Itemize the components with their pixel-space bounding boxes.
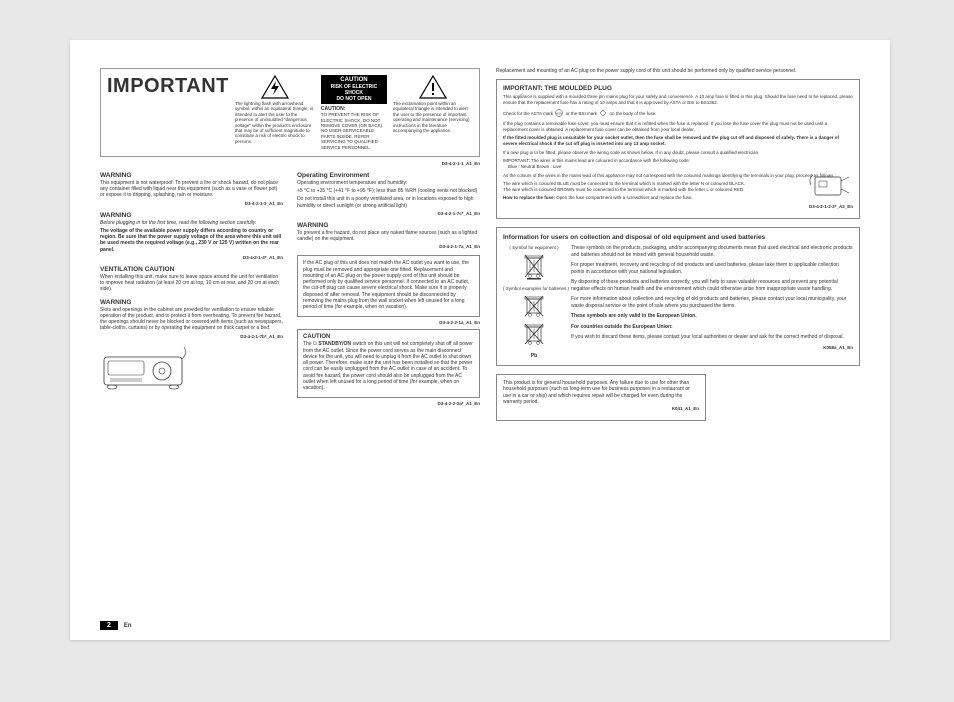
refcode: D3-4-2-1-7a_A1_En xyxy=(297,244,480,249)
exclaim-triangle-desc: The exclamation point within an equilate… xyxy=(393,101,473,133)
disposal-text: These symbols are only valid in the Euro… xyxy=(571,313,853,320)
warning-heading: WARNING xyxy=(297,222,480,229)
refcode: D3-4-2-1-7c*_A1_En xyxy=(297,211,480,216)
disposal-text: By disposing of these products and batte… xyxy=(571,279,853,292)
operating-env-text: Do not install this unit in a poorly ven… xyxy=(297,196,480,209)
moulded-text: IMPORTANT: The wires in this mains lead … xyxy=(503,158,853,169)
standby-caution-box: CAUTION The ⏻ STANDBY/ON The ⏻ STANDBY/O… xyxy=(297,329,480,398)
language-label: En xyxy=(124,623,132,629)
caution-body: TO PREVENT THE RISK OF ELECTRIC SHOCK, D… xyxy=(321,112,387,150)
exclaim-triangle-icon xyxy=(419,75,447,99)
page-number: 2 xyxy=(100,621,118,630)
disposal-text: These symbols on the products, packaging… xyxy=(571,245,853,258)
moulded-text: Check for the ASTA mark ASA or the BSI m… xyxy=(503,109,853,119)
ventilation-heading: VENTILATION CAUTION xyxy=(100,266,283,273)
disposal-icons-column: ( Symbol for equipment ) ( Symbol exampl… xyxy=(503,245,565,359)
warning-heading: WARNING xyxy=(100,212,283,219)
bsi-mark-icon xyxy=(598,109,608,119)
refcode: D3-4-2-2-2a*_A1_En xyxy=(297,401,480,406)
weee-bin-pb-icon xyxy=(522,321,546,351)
refcode: K041_A1_En xyxy=(503,406,699,411)
shock-triangle-icon xyxy=(261,75,289,99)
page-footer: 2 En xyxy=(100,621,132,630)
warning-text: To prevent a fire hazard, do not place a… xyxy=(297,230,480,243)
caution-heading: CAUTION xyxy=(303,334,474,340)
left-column: IMPORTANT The lightning flash with arrow… xyxy=(100,68,480,421)
ac-plug-box: If the AC plug of this unit does not mat… xyxy=(297,255,480,317)
moulded-text: If a new plug is to be fitted, please ob… xyxy=(503,150,853,156)
moulded-text: As the colours of the wires in the mains… xyxy=(503,173,853,179)
disposal-text: For countries outside the European Union… xyxy=(571,324,853,331)
shock-triangle-desc: The lightning flash with arrowhead symbo… xyxy=(235,101,315,144)
operating-env-text: Operating environment temperature and hu… xyxy=(297,180,480,186)
disposal-heading: Information for users on collection and … xyxy=(503,234,853,241)
moulded-text: If the plug contains a removable fuse co… xyxy=(503,121,853,132)
page-title: IMPORTANT xyxy=(107,75,229,98)
receiver-illustration-icon xyxy=(100,345,283,396)
left-subcol: WARNING This equipment is not waterproof… xyxy=(100,172,283,411)
operating-env-heading: Operating Environment xyxy=(297,172,480,179)
refcode: D3-4-2-1-3_A1_En xyxy=(100,201,283,206)
warning-text: The voltage of the available power suppl… xyxy=(100,228,283,253)
disposal-text: For proper treatment, recovery and recyc… xyxy=(571,262,853,275)
warning-text: Slots and openings in the cabinet are pr… xyxy=(100,307,283,332)
warning-text: Before plugging in for the first time, r… xyxy=(100,220,283,226)
refcode: D3-4-2-1-4*_A1_En xyxy=(100,255,283,260)
ventilation-text: When installing this unit, make sure to … xyxy=(100,274,283,293)
uk-plug-icon xyxy=(809,167,853,204)
mid-subcol: Operating Environment Operating environm… xyxy=(297,172,480,411)
title-caution-box: IMPORTANT The lightning flash with arrow… xyxy=(100,68,480,157)
weee-bin-icon xyxy=(522,293,546,319)
disposal-info-box: Information for users on collection and … xyxy=(496,227,860,366)
manual-page: IMPORTANT The lightning flash with arrow… xyxy=(70,40,890,640)
ac-plug-text: If the AC plug of this unit does not mat… xyxy=(303,260,474,310)
refcode: D3-4-2-1-2-2*_A2_En xyxy=(503,204,853,209)
symbol-equipment-label: ( Symbol for equipment ) xyxy=(503,245,565,250)
asta-mark-icon: ASA xyxy=(554,109,564,119)
refcode: D3-4-2-1-7b*_A1_En xyxy=(100,334,283,339)
moulded-text: If the fitted moulded plug is unsuitable… xyxy=(503,135,853,146)
moulded-heading: IMPORTANT: THE MOULDED PLUG xyxy=(503,85,853,92)
warning-text: This equipment is not waterproof. To pre… xyxy=(100,180,283,199)
disposal-text: For more information about collection an… xyxy=(571,296,853,309)
right-intro-text: Replacement and mounting of an AC plug o… xyxy=(496,68,860,74)
right-column: Replacement and mounting of an AC plug o… xyxy=(496,68,860,421)
moulded-text: How to replace the fuse: Open the fuse c… xyxy=(503,195,853,201)
refcode: K058a_A1_En xyxy=(571,345,853,350)
moulded-text: The wire which is coloured BLUE must be … xyxy=(503,181,853,192)
caution-header: CAUTION RISK OF ELECTRIC SHOCK DO NOT OP… xyxy=(321,75,387,104)
disposal-text-column: These symbols on the products, packaging… xyxy=(571,245,853,359)
caution-text: The ⏻ STANDBY/ON The ⏻ STANDBY/ON switch… xyxy=(303,341,474,391)
pb-label: Pb xyxy=(503,353,565,359)
refcode: D3-4-2-2-1a_A1_En xyxy=(297,320,480,325)
moulded-plug-box: IMPORTANT: THE MOULDED PLUG This applian… xyxy=(496,79,860,219)
household-text: This product is for general household pu… xyxy=(503,380,699,405)
household-box: This product is for general household pu… xyxy=(496,374,706,421)
refcode: D3-4-2-1-1_A1_En xyxy=(100,161,480,166)
operating-env-text: +5 °C to +35 °C (+41 °F to +95 °F); less… xyxy=(297,188,480,194)
disposal-text: If you wish to discard these items, plea… xyxy=(571,334,853,341)
weee-bin-icon xyxy=(522,252,546,280)
warning-heading: WARNING xyxy=(100,299,283,306)
symbol-batteries-label: ( Symbol examples for batteries ) xyxy=(503,286,565,291)
svg-text:ASA: ASA xyxy=(556,111,562,115)
moulded-text: This appliance is supplied with a moulde… xyxy=(503,94,853,105)
warning-heading: WARNING xyxy=(100,172,283,179)
